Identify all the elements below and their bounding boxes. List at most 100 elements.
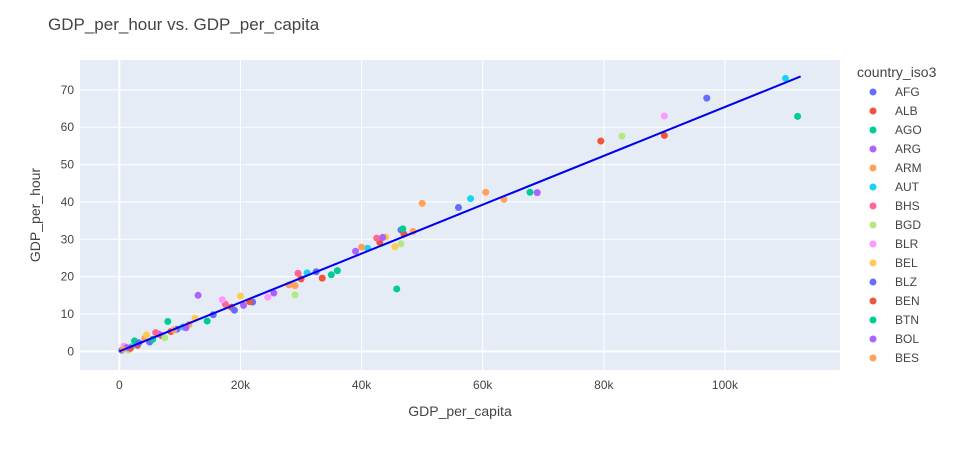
data-point-ago[interactable] [393, 285, 401, 293]
legend-label: BES [895, 351, 919, 365]
legend-item-arm[interactable]: ARM [869, 161, 922, 175]
legend-marker [869, 107, 877, 115]
data-point-bgd[interactable] [618, 132, 626, 140]
legend-marker [869, 297, 877, 305]
data-point-arm[interactable] [482, 188, 490, 196]
data-point-ago[interactable] [164, 317, 172, 325]
x-axis-title: GDP_per_capita [408, 403, 512, 419]
legend-item-bol[interactable]: BOL [869, 332, 920, 346]
data-point-blr[interactable] [218, 296, 226, 304]
data-point-aut[interactable] [781, 74, 789, 82]
legend-label: ARG [895, 142, 921, 156]
data-point-bes[interactable] [358, 243, 366, 251]
data-point-afg[interactable] [454, 204, 462, 212]
legend-label: BHS [895, 199, 920, 213]
data-point-ago[interactable] [333, 267, 341, 275]
legend-marker [869, 202, 877, 210]
data-point-bel[interactable] [143, 331, 151, 339]
legend-marker [869, 221, 877, 229]
legend-marker [869, 88, 877, 96]
x-tick-label: 100k [712, 378, 739, 392]
data-point-aut[interactable] [467, 195, 475, 203]
legend-item-ago[interactable]: AGO [869, 123, 922, 137]
x-tick-label: 20k [231, 378, 251, 392]
legend-item-btn[interactable]: BTN [869, 313, 920, 327]
legend[interactable]: country_iso3 AFG ALB AGO ARG ARM AUT BHS BGD BLR… [857, 64, 937, 365]
data-point-bel[interactable] [391, 243, 399, 251]
legend-marker [869, 240, 877, 248]
data-point-blr[interactable] [264, 293, 272, 301]
data-point-arm[interactable] [291, 282, 299, 290]
data-point-bhs[interactable] [152, 329, 160, 337]
legend-item-aut[interactable]: AUT [869, 180, 920, 194]
chart-title: GDP_per_hour vs. GDP_per_capita [48, 15, 320, 34]
data-point-blr[interactable] [660, 112, 668, 120]
legend-marker [869, 126, 877, 134]
x-tick-label: 80k [594, 378, 614, 392]
legend-item-alb[interactable]: ALB [869, 104, 918, 118]
legend-label: BLR [895, 237, 919, 251]
x-tick-label: 60k [473, 378, 493, 392]
data-point-alb[interactable] [660, 131, 668, 139]
legend-item-blz[interactable]: BLZ [869, 275, 918, 289]
y-axis-title: GDP_per_hour [27, 168, 43, 263]
y-tick-label: 50 [61, 158, 75, 172]
data-point-ago[interactable] [526, 188, 534, 196]
data-point-arg[interactable] [533, 189, 541, 197]
data-point-arg[interactable] [194, 291, 202, 299]
data-point-blz[interactable] [230, 306, 238, 314]
data-point-btn[interactable] [327, 271, 335, 279]
data-point-bgd[interactable] [291, 291, 299, 299]
y-tick-label: 20 [61, 270, 75, 284]
data-point-arm[interactable] [418, 199, 426, 207]
x-axis-ticks: 0 20k 40k 60k 80k 100k [116, 378, 739, 392]
legend-label: AGO [895, 123, 922, 137]
data-point-bgd[interactable] [397, 240, 405, 248]
legend-label: BOL [895, 332, 919, 346]
data-point-btn[interactable] [399, 225, 407, 233]
legend-item-blr[interactable]: BLR [869, 237, 919, 251]
x-tick-label: 40k [352, 378, 372, 392]
y-tick-label: 70 [61, 83, 75, 97]
legend-item-arg[interactable]: ARG [869, 142, 922, 156]
data-point-bhs[interactable] [294, 269, 302, 277]
legend-marker [869, 354, 877, 362]
data-point-bgd[interactable] [161, 334, 169, 342]
data-point-ago[interactable] [794, 112, 802, 120]
legend-marker [869, 164, 877, 172]
data-point-bhs[interactable] [373, 234, 381, 242]
legend-label: BLZ [895, 275, 917, 289]
data-point-arg[interactable] [240, 301, 248, 309]
legend-item-ben[interactable]: BEN [869, 294, 920, 308]
legend-label: BTN [895, 313, 919, 327]
data-point-alb[interactable] [318, 274, 326, 282]
legend-item-bes[interactable]: BES [869, 351, 920, 365]
data-point-afg[interactable] [703, 94, 711, 102]
legend-label: ALB [895, 104, 918, 118]
data-point-bel[interactable] [236, 292, 244, 300]
y-axis-ticks: 0 10 20 30 40 50 60 70 [61, 83, 75, 358]
data-point-bol[interactable] [270, 289, 278, 297]
legend-marker [869, 335, 877, 343]
legend-marker [869, 183, 877, 191]
trendline [118, 75, 802, 353]
data-point-bol[interactable] [379, 233, 387, 241]
x-tick-label: 0 [116, 378, 123, 392]
data-point-btn[interactable] [203, 317, 211, 325]
legend-item-bgd[interactable]: BGD [869, 218, 922, 232]
legend-item-afg[interactable]: AFG [869, 85, 920, 99]
legend-marker [869, 259, 877, 267]
data-point-arg[interactable] [352, 247, 360, 255]
legend-marker [869, 145, 877, 153]
y-tick-label: 10 [61, 307, 75, 321]
legend-label: BEN [895, 294, 920, 308]
legend-marker [869, 278, 877, 286]
legend-item-bhs[interactable]: BHS [869, 199, 920, 213]
data-point-alb[interactable] [597, 137, 605, 145]
legend-label: AFG [895, 85, 920, 99]
gridlines [80, 60, 840, 370]
legend-label: ARM [895, 161, 922, 175]
legend-item-bel[interactable]: BEL [869, 256, 919, 270]
y-tick-label: 0 [67, 344, 74, 358]
